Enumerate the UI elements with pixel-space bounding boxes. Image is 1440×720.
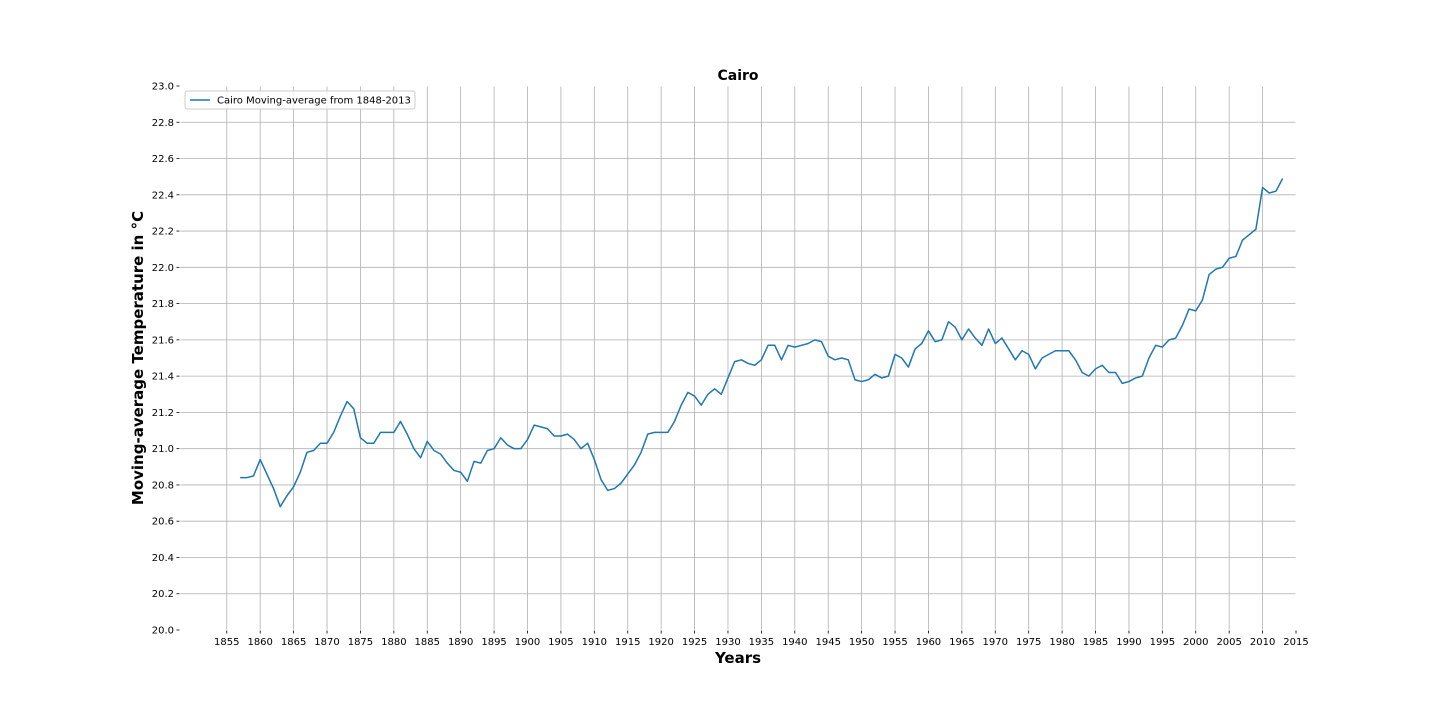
y-tick-label: 21.2 [152,408,174,419]
x-tick-label: 1865 [281,637,306,648]
x-tick-label: 1930 [715,637,740,648]
x-tick-label: 1950 [849,637,874,648]
x-tick-label: 1875 [348,637,373,648]
x-tick-label: 1870 [314,637,339,648]
x-tick-label: 1995 [1150,637,1175,648]
x-tick-label: 1855 [214,637,239,648]
y-tick-label: 22.2 [152,227,174,238]
series-line [240,178,1284,508]
y-tick-label: 20.4 [152,553,174,564]
plot-frame [179,85,1297,631]
x-tick-label: 1975 [1016,637,1041,648]
x-tick-label: 1990 [1116,637,1141,648]
y-tick-label: 20.8 [152,480,174,491]
y-tick-label: 21.4 [152,372,174,383]
x-tick-label: 2015 [1283,637,1308,648]
x-tick-label: 1885 [415,637,440,648]
y-tick-label: 22.4 [152,190,174,201]
x-tick-label: 1895 [481,637,506,648]
legend-label: Cairo Moving-average from 1848-2013 [217,96,411,107]
x-tick-label: 1970 [983,637,1008,648]
x-tick-label: 1945 [815,637,840,648]
x-axis-label: Years [714,649,761,667]
y-tick-label: 20.0 [152,626,174,637]
x-tick-label: 1985 [1083,637,1108,648]
x-tick-label: 1965 [949,637,974,648]
x-tick-label: 1915 [615,637,640,648]
y-axis: 20.0 20.2 20.4 20.6 20.8 21.0 21.2 21.4 21.6 21.8… [152,82,180,637]
x-tick-label: 1940 [782,637,807,648]
y-tick-label: 23.0 [152,82,174,93]
x-tick-label: 1935 [749,637,774,648]
x-tick-label: 1905 [548,637,573,648]
y-tick-label: 22.0 [152,263,174,274]
y-tick-label: 21.0 [152,444,174,455]
x-tick-label: 1860 [247,637,272,648]
x-tick-label: 1925 [682,637,707,648]
legend-box [184,90,416,110]
y-tick-label: 21.8 [152,299,174,310]
x-tick-label: 1960 [916,637,941,648]
x-tick-label: 2005 [1216,637,1241,648]
y-axis-label: Moving-average Temperature in °C [129,211,147,505]
x-tick-label: 1955 [882,637,907,648]
x-tick-label: 1920 [648,637,673,648]
y-tick-label: 22.8 [152,118,174,129]
x-tick-label: 2010 [1250,637,1275,648]
x-tick-label: 1890 [448,637,473,648]
chart-title: Cairo [717,68,758,84]
y-tick-label: 22.6 [152,154,174,165]
x-tick-label: 1880 [381,637,406,648]
legend: Cairo Moving-average from 1848-2013 [184,90,416,110]
x-tick-label: 1910 [582,637,607,648]
x-axis: 1855 1860 1865 1870 1875 1880 1885 1890 1895 1900… [214,630,1309,648]
series-group [240,178,1284,508]
x-tick-label: 1900 [515,637,540,648]
y-tick-label: 21.6 [152,335,174,346]
x-tick-label: 2000 [1183,637,1208,648]
y-tick-label: 20.2 [152,589,174,600]
y-tick-label: 20.6 [152,517,174,528]
grid [180,85,1297,631]
x-tick-label: 1980 [1049,637,1074,648]
